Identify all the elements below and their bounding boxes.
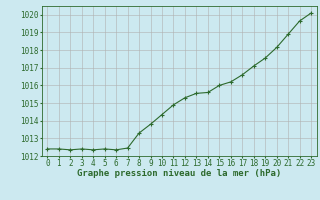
X-axis label: Graphe pression niveau de la mer (hPa): Graphe pression niveau de la mer (hPa) bbox=[77, 169, 281, 178]
